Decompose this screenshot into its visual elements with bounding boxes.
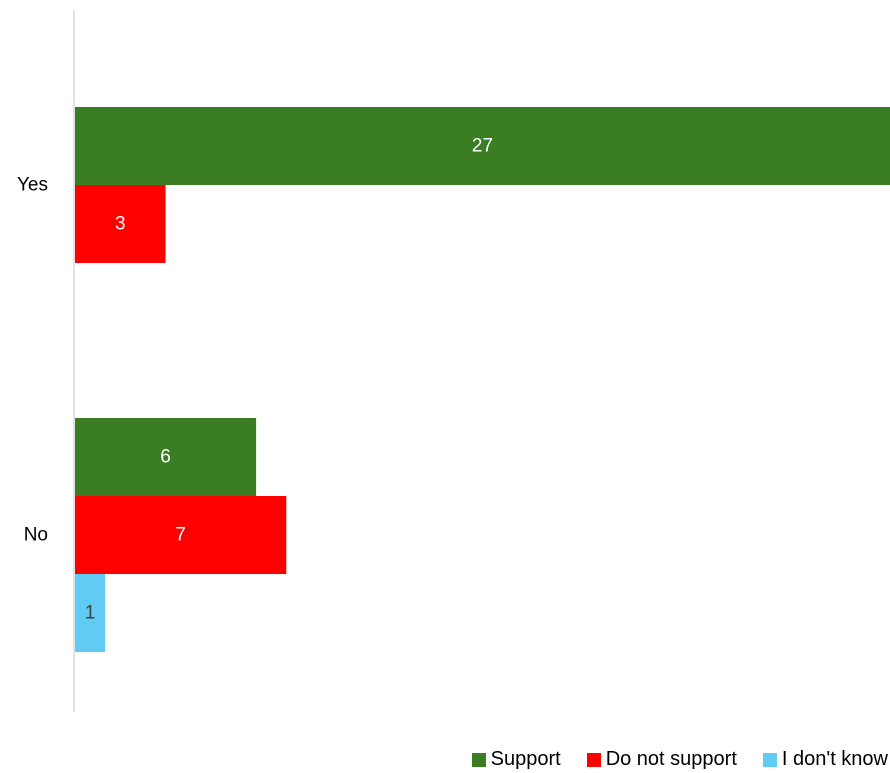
legend-swatch-i-dont-know xyxy=(762,752,777,767)
data-label-no-do-not-support: 7 xyxy=(175,525,186,546)
bars-layer xyxy=(75,107,890,652)
category-label-yes: Yes xyxy=(17,175,48,196)
data-label-yes-do-not-support: 3 xyxy=(115,214,126,235)
legend-item-i-dont-know: I don't know xyxy=(762,748,888,771)
legend-item-do-not-support: Do not support xyxy=(586,748,737,771)
bar-yes-do-not-support xyxy=(75,185,166,263)
data-label-no-support: 6 xyxy=(160,447,171,468)
legend-label-i-dont-know: I don't know xyxy=(781,748,888,770)
category-labels-layer: Yes No xyxy=(17,175,48,546)
bar-no-i-don-t-know xyxy=(75,574,106,652)
category-label-no: No xyxy=(24,525,48,546)
bar-yes-support xyxy=(75,107,890,185)
bar-no-support xyxy=(75,418,257,496)
legend: Support Do not support I don't know xyxy=(471,748,888,771)
bar-no-do-not-support xyxy=(75,496,287,574)
data-label-no-i-don-t-know: 1 xyxy=(85,603,96,624)
legend-label-support: Support xyxy=(490,748,561,770)
legend-swatch-support xyxy=(471,752,486,767)
legend-swatch-do-not-support xyxy=(586,752,601,767)
data-label-yes-support: 27 xyxy=(472,136,493,157)
legend-item-support: Support xyxy=(471,748,561,771)
data-labels-layer: 27 3 6 7 1 xyxy=(85,136,493,624)
legend-label-do-not-support: Do not support xyxy=(605,748,737,770)
